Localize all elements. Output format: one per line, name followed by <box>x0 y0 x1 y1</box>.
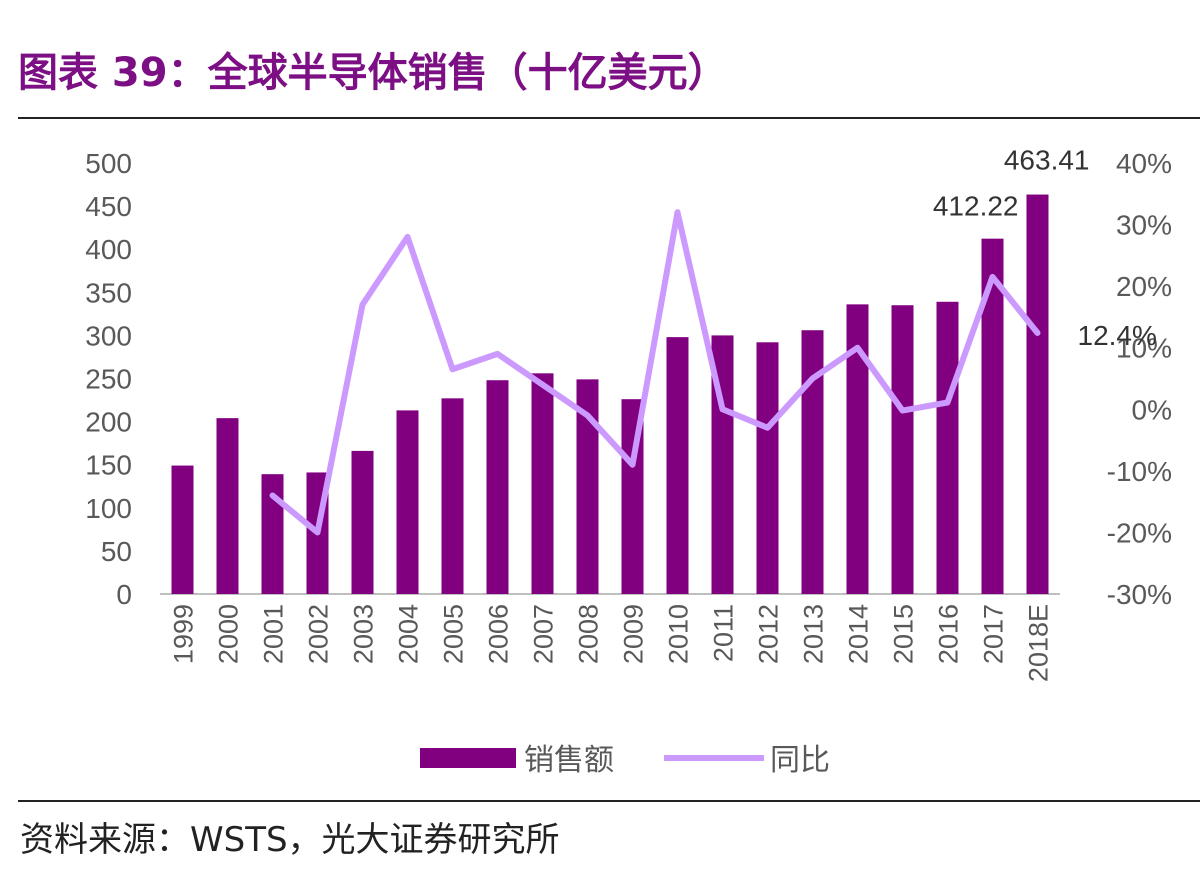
bar-2007 <box>531 373 554 594</box>
x-tick-label: 2012 <box>754 604 784 664</box>
bar-2001 <box>261 474 284 594</box>
x-tick-label: 2011 <box>709 604 739 662</box>
y-left-tick-label: 400 <box>85 234 132 265</box>
yoy-line <box>269 209 1041 536</box>
chart-canvas: 0 50 100 150 200 250 300 350 400 450 500 -30% -20% -1… <box>85 145 1172 777</box>
bar-2005 <box>441 398 464 594</box>
data-label-yoy-2018E: 12.4% <box>1078 320 1157 351</box>
x-tick-label: 2017 <box>979 604 1009 664</box>
x-tick-label: 2016 <box>934 604 964 664</box>
y-left-tick-label: 100 <box>85 493 132 524</box>
data-label-2018E: 463.41 <box>1004 145 1090 176</box>
y-right-tick-label: 40% <box>1116 148 1172 179</box>
top-divider <box>18 117 1200 119</box>
bar-2013 <box>801 330 824 594</box>
chart-title: 图表 39：全球半导体销售（十亿美元） <box>18 50 728 96</box>
x-tick-label: 2002 <box>304 604 334 664</box>
bottom-divider <box>18 800 1200 802</box>
y-left-tick-label: 200 <box>85 407 132 438</box>
legend-label-sales: 销售额 <box>524 744 614 777</box>
legend-label-yoy: 同比 <box>770 744 830 777</box>
y-right-tick-label: 0% <box>1132 394 1172 425</box>
x-tick-label: 2007 <box>529 604 559 664</box>
y-left-tick-label: 300 <box>85 320 132 351</box>
x-tick-label: 2003 <box>349 604 379 664</box>
y-right-tick-label: -30% <box>1107 579 1172 610</box>
x-tick-label: 2015 <box>889 604 919 664</box>
y-right-tick-label: -20% <box>1107 517 1172 548</box>
bar-2016 <box>936 301 959 594</box>
x-tick-label: 2005 <box>439 604 469 664</box>
data-label-2017: 412.22 <box>933 191 1019 222</box>
legend-swatch-sales <box>420 748 516 768</box>
x-tick-label: 2013 <box>799 604 829 664</box>
source-note: 资料来源：WSTS，光大证券研究所 <box>20 820 560 860</box>
bar-2010 <box>666 337 689 594</box>
x-tick-label: 2009 <box>619 604 649 664</box>
bar-2015 <box>891 305 914 594</box>
bar-2018E <box>1026 194 1049 594</box>
bar-2003 <box>351 450 374 594</box>
bar-2011 <box>711 335 734 594</box>
y-left-tick-label: 0 <box>116 579 132 610</box>
y-right-tick-label: 30% <box>1116 210 1172 241</box>
bar-2000 <box>216 418 239 594</box>
x-tick-label: 2000 <box>214 604 244 664</box>
y-left-tick-label: 150 <box>85 450 132 481</box>
y-left-tick-label: 500 <box>85 148 132 179</box>
y-right-tick-label: 10% <box>1116 333 1172 364</box>
y-right-tick-label: -10% <box>1107 456 1172 487</box>
bar-2017 <box>981 238 1004 594</box>
bar-2004 <box>396 410 419 594</box>
x-tick-label: 2010 <box>664 604 694 664</box>
y-left-tick-label: 350 <box>85 277 132 308</box>
x-tick-label: 1999 <box>169 604 199 664</box>
x-tick-label: 2001 <box>259 604 289 664</box>
y-left-tick-label: 250 <box>85 364 132 395</box>
bar-1999 <box>171 465 194 594</box>
x-tick-label: 2004 <box>394 604 424 664</box>
y-left-tick-label: 450 <box>85 191 132 222</box>
x-tick-label: 2014 <box>844 604 874 664</box>
x-tick-label: 2018E <box>1024 604 1054 682</box>
x-tick-label: 2006 <box>484 604 514 664</box>
bar-2014 <box>846 304 869 594</box>
bar-2006 <box>486 380 509 594</box>
bar-2008 <box>576 379 599 594</box>
bar-2012 <box>756 342 779 594</box>
y-left-tick-label: 50 <box>101 536 132 567</box>
x-tick-label: 2008 <box>574 604 604 664</box>
y-right-tick-label: 20% <box>1116 271 1172 302</box>
